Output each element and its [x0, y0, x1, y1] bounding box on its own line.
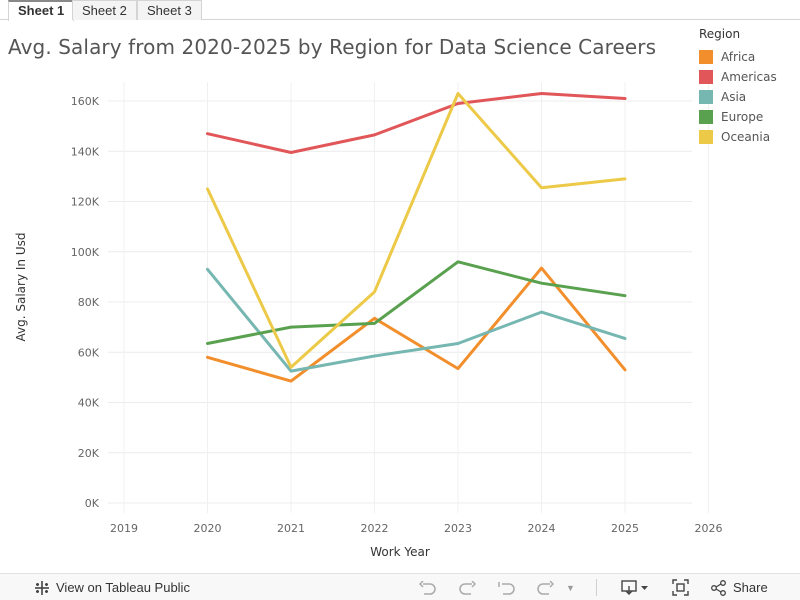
tab-sheet-1[interactable]: Sheet 1	[8, 0, 75, 21]
legend-title: Region	[699, 27, 741, 41]
y-tick-label: 0K	[85, 497, 100, 510]
legend-label: Asia	[721, 90, 747, 104]
share-button[interactable]: Share	[710, 574, 768, 600]
bottom-toolbar: View on Tableau Public ▼ Sha	[0, 573, 800, 600]
x-tick-label: 2023	[444, 522, 472, 535]
y-tick-label: 160K	[71, 95, 100, 108]
legend-item-americas[interactable]: Americas	[699, 67, 777, 87]
share-icon	[711, 579, 726, 596]
series-line-americas	[206, 92, 627, 154]
legend-label: Oceania	[721, 130, 771, 144]
x-axis-label: Work Year	[370, 545, 430, 559]
download-icon	[621, 579, 648, 595]
legend-label: Americas	[721, 70, 777, 84]
y-axis-label: Avg. Salary In Usd	[14, 233, 28, 342]
chart-title: Avg. Salary from 2020-2025 by Region for…	[8, 35, 657, 59]
view-on-tableau-public-label: View on Tableau Public	[56, 580, 190, 595]
legend-item-europe[interactable]: Europe	[699, 107, 777, 127]
series-line-europe	[206, 260, 627, 345]
legend-item-oceania[interactable]: Oceania	[699, 127, 777, 147]
share-label: Share	[733, 580, 768, 595]
refresh-icon[interactable]	[536, 574, 554, 600]
pause-dropdown-icon[interactable]: ▼	[566, 582, 575, 593]
y-tick-label: 140K	[71, 145, 100, 158]
sheet-tab-bar: Sheet 1 Sheet 2 Sheet 3	[0, 0, 800, 21]
fullscreen-button[interactable]	[672, 574, 689, 600]
y-tick-label: 60K	[78, 346, 100, 359]
x-tick-label: 2025	[611, 522, 639, 535]
legend-item-asia[interactable]: Asia	[699, 87, 777, 107]
x-axis-ticks: 2019 2020 2021 2022 2023 2024 2025 2026	[110, 522, 723, 535]
y-tick-label: 120K	[71, 196, 100, 209]
revert-icon[interactable]	[498, 574, 516, 600]
legend: Region Africa Americas Asia Europe Ocean…	[699, 27, 777, 147]
y-tick-label: 100K	[71, 246, 100, 259]
legend-label: Africa	[721, 50, 756, 64]
legend-swatch-asia	[699, 90, 713, 104]
tab-sheet-3[interactable]: Sheet 3	[137, 0, 202, 20]
x-tick-label: 2024	[528, 522, 556, 535]
y-tick-label: 40K	[78, 397, 100, 410]
legend-swatch-africa	[699, 50, 713, 64]
tableau-logo-icon	[35, 580, 49, 595]
x-tick-label: 2022	[361, 522, 389, 535]
toolbar-divider	[596, 579, 597, 596]
y-tick-label: 80K	[78, 296, 100, 309]
legend-swatch-americas	[699, 70, 713, 84]
x-tick-label: 2020	[194, 522, 222, 535]
gridlines	[108, 82, 709, 513]
legend-label: Europe	[721, 110, 764, 124]
fullscreen-icon	[672, 579, 689, 596]
x-tick-label: 2021	[277, 522, 305, 535]
redo-icon[interactable]	[458, 574, 476, 600]
legend-item-africa[interactable]: Africa	[699, 47, 777, 67]
undo-icon[interactable]	[419, 574, 437, 600]
x-tick-label: 2019	[110, 522, 138, 535]
y-tick-label: 20K	[78, 447, 100, 460]
y-axis-ticks: 0K 20K 40K 60K 80K 100K 120K 140K 160K	[71, 95, 100, 510]
legend-swatch-oceania	[699, 130, 713, 144]
tab-sheet-2[interactable]: Sheet 2	[72, 0, 137, 20]
legend-swatch-europe	[699, 110, 713, 124]
x-tick-label: 2026	[695, 522, 723, 535]
download-button[interactable]	[621, 574, 649, 600]
series-lines	[206, 92, 627, 383]
view-on-tableau-public-link[interactable]: View on Tableau Public	[34, 574, 190, 600]
series-line-asia	[206, 267, 627, 373]
series-line-oceania	[206, 92, 627, 369]
